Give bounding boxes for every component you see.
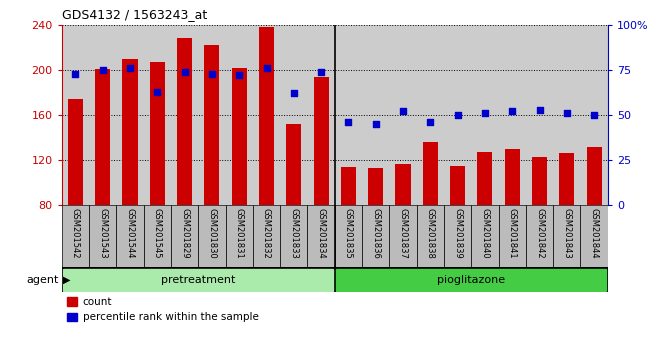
Bar: [177, 38, 192, 205]
Text: GSM201843: GSM201843: [562, 209, 571, 259]
Point: [343, 119, 354, 125]
Legend: count, percentile rank within the sample: count, percentile rank within the sample: [67, 297, 259, 322]
Bar: [95, 69, 110, 205]
Text: GSM201829: GSM201829: [180, 209, 189, 259]
Point: [289, 91, 299, 96]
Bar: [532, 157, 547, 205]
Point: [534, 107, 545, 113]
FancyBboxPatch shape: [389, 205, 417, 267]
FancyBboxPatch shape: [499, 205, 526, 267]
FancyBboxPatch shape: [116, 205, 144, 267]
Bar: [204, 45, 220, 205]
Text: GSM201542: GSM201542: [71, 209, 80, 259]
Bar: [341, 167, 356, 205]
Point: [398, 109, 408, 114]
Text: GSM201836: GSM201836: [371, 209, 380, 259]
Text: GSM201834: GSM201834: [317, 209, 326, 259]
Text: GSM201543: GSM201543: [98, 209, 107, 259]
Bar: [68, 99, 83, 205]
Text: GSM201830: GSM201830: [207, 209, 216, 259]
Bar: [422, 142, 438, 205]
FancyBboxPatch shape: [307, 205, 335, 267]
Point: [507, 109, 517, 114]
Point: [316, 69, 326, 75]
FancyBboxPatch shape: [253, 205, 280, 267]
Text: GSM201841: GSM201841: [508, 209, 517, 259]
Bar: [231, 68, 247, 205]
Bar: [559, 153, 575, 205]
Point: [207, 71, 217, 76]
FancyBboxPatch shape: [89, 205, 116, 267]
FancyBboxPatch shape: [417, 205, 444, 267]
FancyBboxPatch shape: [553, 205, 580, 267]
Bar: [313, 77, 329, 205]
Text: GSM201839: GSM201839: [453, 209, 462, 259]
Text: GSM201544: GSM201544: [125, 209, 135, 259]
Bar: [477, 152, 493, 205]
Bar: [259, 27, 274, 205]
Point: [425, 119, 436, 125]
Bar: [395, 164, 411, 205]
Bar: [122, 59, 138, 205]
Bar: [286, 124, 302, 205]
FancyBboxPatch shape: [335, 205, 362, 267]
Point: [234, 73, 244, 78]
Point: [562, 110, 572, 116]
FancyBboxPatch shape: [171, 205, 198, 267]
Bar: [336, 268, 606, 291]
Bar: [450, 166, 465, 205]
FancyBboxPatch shape: [198, 205, 226, 267]
Text: GSM201832: GSM201832: [262, 209, 271, 259]
Text: GSM201833: GSM201833: [289, 209, 298, 259]
Bar: [63, 268, 333, 291]
FancyBboxPatch shape: [444, 205, 471, 267]
FancyBboxPatch shape: [62, 205, 89, 267]
Text: GDS4132 / 1563243_at: GDS4132 / 1563243_at: [62, 8, 207, 21]
Text: GSM201835: GSM201835: [344, 209, 353, 259]
Bar: [368, 168, 384, 205]
Text: GSM201545: GSM201545: [153, 209, 162, 259]
Bar: [504, 149, 520, 205]
Point: [261, 65, 272, 71]
Point: [98, 67, 108, 73]
Point: [370, 121, 381, 127]
FancyBboxPatch shape: [526, 205, 553, 267]
Text: pioglitazone: pioglitazone: [437, 275, 505, 285]
FancyBboxPatch shape: [226, 205, 253, 267]
Text: GSM201842: GSM201842: [535, 209, 544, 259]
Point: [589, 112, 599, 118]
Point: [152, 89, 162, 95]
FancyBboxPatch shape: [144, 205, 171, 267]
Point: [480, 110, 490, 116]
FancyBboxPatch shape: [280, 205, 307, 267]
Text: ▶: ▶: [63, 275, 71, 285]
Bar: [586, 147, 602, 205]
Text: GSM201837: GSM201837: [398, 209, 408, 259]
FancyBboxPatch shape: [580, 205, 608, 267]
FancyBboxPatch shape: [471, 205, 499, 267]
Point: [70, 71, 81, 76]
Bar: [150, 62, 165, 205]
Text: GSM201831: GSM201831: [235, 209, 244, 259]
Text: GSM201844: GSM201844: [590, 209, 599, 259]
Point: [125, 65, 135, 71]
Point: [179, 69, 190, 75]
Text: GSM201838: GSM201838: [426, 209, 435, 259]
Text: GSM201840: GSM201840: [480, 209, 489, 259]
Text: agent: agent: [26, 275, 58, 285]
FancyBboxPatch shape: [362, 205, 389, 267]
Text: pretreatment: pretreatment: [161, 275, 235, 285]
Point: [452, 112, 463, 118]
